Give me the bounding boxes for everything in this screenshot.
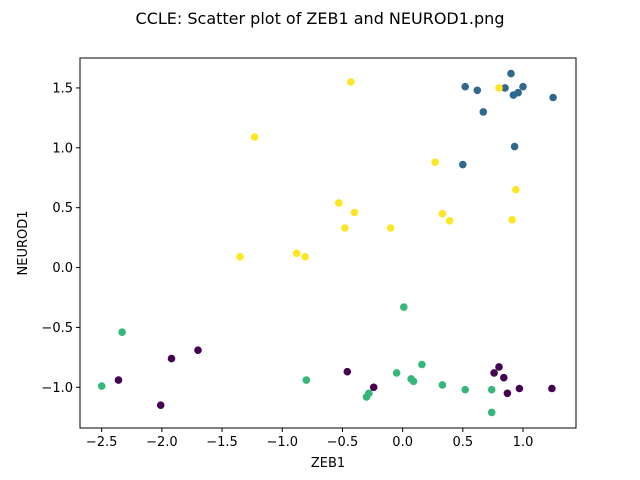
y-tick-label: 1.0 (52, 141, 73, 156)
scatter-point (292, 249, 301, 257)
scatter-point (461, 82, 470, 91)
x-axis: −2.5 −2.0 −1.5 −1.0 −0.5 0.0 0.5 1.0 (86, 428, 533, 450)
scatter-point (510, 142, 519, 151)
scatter-point (495, 84, 503, 92)
scatter-point (503, 389, 512, 398)
y-axis: −1.0 −0.5 0.0 0.5 1.0 1.5 (41, 81, 80, 396)
scatter-point (445, 217, 454, 225)
scatter-point (431, 158, 439, 166)
scatter-point (301, 252, 309, 261)
scatter-point (347, 78, 355, 86)
plot-frame (79, 57, 577, 429)
scatter-point (490, 369, 498, 377)
scatter-point (507, 69, 515, 78)
scatter-point (438, 381, 447, 389)
scatter-point (386, 224, 395, 232)
y-tick-label: 0.0 (52, 261, 73, 276)
scatter-point (156, 401, 165, 410)
scatter-point (343, 367, 352, 376)
x-tick-label: −1.5 (206, 435, 238, 450)
scatter-point (418, 360, 426, 369)
x-tick-label: 0.0 (392, 435, 413, 450)
scatter-point (97, 382, 106, 390)
x-tick-label: −2.0 (146, 435, 178, 450)
scatter-point (365, 389, 373, 398)
scatter-point (514, 88, 522, 97)
scatter-point (500, 373, 508, 382)
x-tick-label: −2.5 (86, 435, 118, 450)
scatter-point (508, 215, 516, 224)
scatter-point (118, 328, 126, 337)
scatter-point (487, 385, 496, 394)
y-tick-label: −0.5 (41, 321, 73, 336)
y-tick-label: 0.5 (52, 201, 73, 216)
plot-area (80, 58, 576, 428)
x-tick-label: 1.0 (513, 435, 534, 450)
scatter-point (392, 369, 401, 377)
scatter-point (341, 224, 349, 232)
scatter-point (515, 384, 524, 393)
scatter-point (400, 303, 408, 311)
scatter-point (236, 252, 244, 261)
scatter-point (461, 385, 470, 394)
scatter-point (250, 133, 259, 141)
x-tick-label: −0.5 (327, 435, 359, 450)
chart-title: CCLE: Scatter plot of ZEB1 and NEUROD1.p… (136, 9, 505, 28)
scatter-point (409, 377, 418, 386)
scatter-point (549, 93, 557, 102)
scatter-point (302, 376, 311, 384)
points-layer (97, 69, 557, 417)
scatter-point (369, 383, 378, 392)
scatter-point (473, 86, 482, 95)
scatter-point (335, 199, 343, 207)
scatter-point (548, 384, 556, 393)
y-tick-label: 1.5 (52, 81, 73, 96)
scatter-point (194, 346, 202, 355)
scatter-point (459, 160, 467, 169)
scatter-point (114, 376, 123, 384)
scatter-point (350, 208, 359, 217)
scatter-point (512, 185, 520, 194)
x-tick-label: 0.5 (452, 435, 473, 450)
x-axis-label: ZEB1 (311, 456, 345, 471)
scatter-point (167, 354, 176, 363)
scatter-point (519, 82, 527, 91)
y-axis-label: NEUROD1 (16, 211, 31, 276)
x-tick-label: −1.0 (266, 435, 298, 450)
scatter-point (495, 363, 503, 371)
y-tick-label: −1.0 (41, 381, 73, 396)
scatter-point (487, 408, 496, 417)
scatter-point (501, 84, 509, 92)
scatter-point (438, 209, 447, 218)
scatter-point (479, 108, 488, 116)
